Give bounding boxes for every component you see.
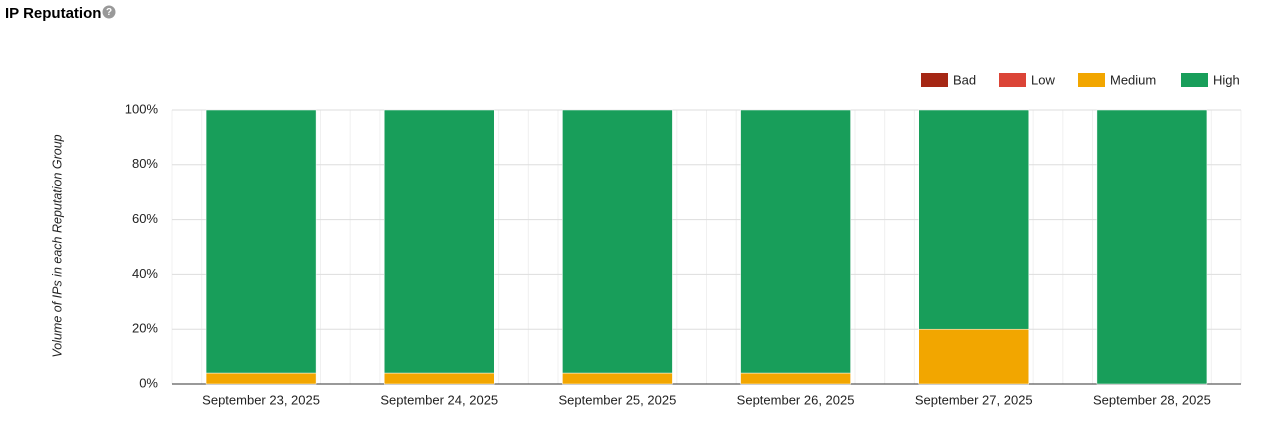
legend-swatch <box>1181 73 1208 87</box>
y-tick-label: 100% <box>125 101 159 116</box>
y-tick-label: 0% <box>139 375 158 390</box>
bar-segment <box>918 109 1029 330</box>
legend-swatch <box>921 73 948 87</box>
bar-segment <box>562 109 673 374</box>
bar-segment <box>918 328 1029 385</box>
legend-label: High <box>1213 72 1240 87</box>
x-tick-label: September 28, 2025 <box>1093 392 1211 407</box>
help-icon[interactable]: ? <box>102 5 116 19</box>
x-tick-label: September 27, 2025 <box>915 392 1033 407</box>
y-tick-label: 80% <box>132 156 158 171</box>
bar-segment <box>384 109 495 374</box>
x-tick-label: September 25, 2025 <box>559 392 677 407</box>
y-tick-label: 40% <box>132 266 158 281</box>
bar-segment <box>740 109 851 374</box>
x-tick-label: September 23, 2025 <box>202 392 320 407</box>
bar-segment <box>205 372 317 385</box>
svg-text:?: ? <box>106 7 112 18</box>
legend-swatch <box>1078 73 1105 87</box>
bar-segment <box>562 372 673 385</box>
bar-segment <box>1096 109 1208 385</box>
bar-segment <box>205 109 317 374</box>
x-tick-label: September 26, 2025 <box>737 392 855 407</box>
y-axis-label: Volume of IPs in each Reputation Group <box>50 134 64 357</box>
legend-label: Bad <box>953 72 976 87</box>
y-tick-label: 20% <box>132 321 158 336</box>
y-tick-label: 60% <box>132 211 158 226</box>
bar-segment <box>740 372 851 385</box>
x-tick-label: September 24, 2025 <box>380 392 498 407</box>
bar-segment <box>384 372 495 385</box>
legend-label: Medium <box>1110 72 1156 87</box>
legend-swatch <box>999 73 1026 87</box>
chart-title: IP Reputation <box>5 5 101 22</box>
legend-label: Low <box>1031 72 1055 87</box>
